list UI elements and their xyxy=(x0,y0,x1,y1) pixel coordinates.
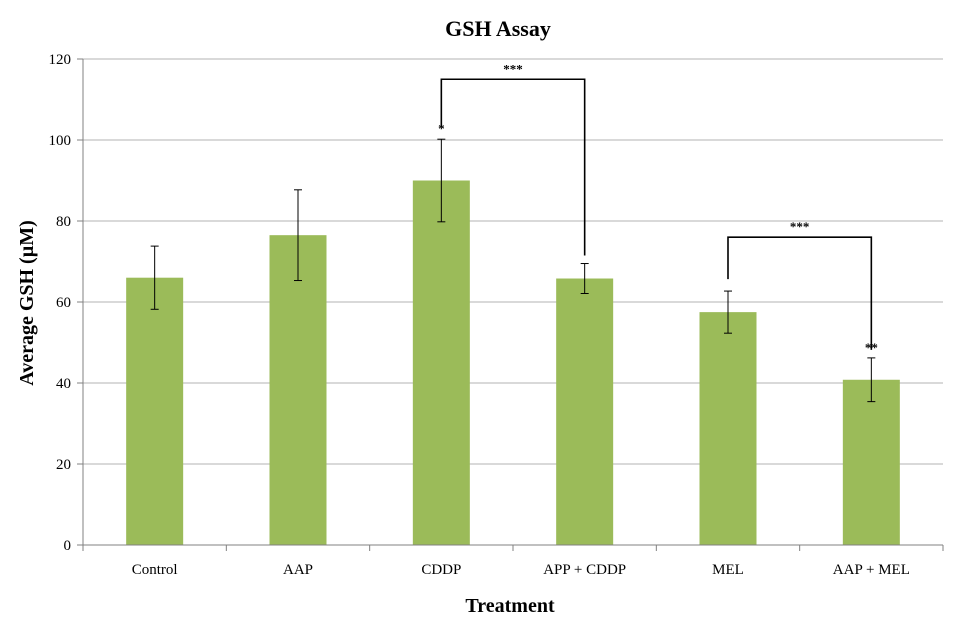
bar xyxy=(412,180,470,545)
x-tick-label: AAP + MEL xyxy=(833,562,910,578)
axes: 0 20 40 60 80 100 120 Control AAP CDDP APP + CDDP M… xyxy=(49,52,944,578)
y-tick-label: 40 xyxy=(56,376,71,392)
gridlines xyxy=(83,58,943,465)
x-tick-label: CDDP xyxy=(421,562,461,578)
bar xyxy=(126,277,184,545)
y-tick-label: 60 xyxy=(56,295,71,311)
y-tick-label: 100 xyxy=(49,133,72,149)
significance-bracket xyxy=(440,78,586,256)
x-tick-label: APP + CDDP xyxy=(543,562,626,578)
y-axis-label: Average GSH (µM) xyxy=(16,220,38,386)
x-tick-label: Control xyxy=(132,562,178,578)
error-bars xyxy=(150,138,876,403)
x-tick-label: AAP xyxy=(283,562,313,578)
y-tick-label: 20 xyxy=(56,457,71,473)
x-axis-label: Treatment xyxy=(465,595,555,617)
bar xyxy=(556,278,614,545)
y-tick-label: 120 xyxy=(49,52,72,68)
y-tick-label: 0 xyxy=(64,538,72,554)
bracket-label: *** xyxy=(790,219,810,234)
bar xyxy=(699,312,757,545)
bar xyxy=(269,235,327,546)
chart-title: GSH Assay xyxy=(445,16,551,41)
y-tick-label: 80 xyxy=(56,214,71,230)
significance-marker: * xyxy=(438,121,445,136)
significance-bracket xyxy=(727,236,873,350)
bars xyxy=(126,180,900,546)
significance-annotations: ********* xyxy=(438,61,878,355)
bracket-label: *** xyxy=(503,61,523,76)
x-tick-label: MEL xyxy=(712,562,744,578)
bar xyxy=(842,379,900,545)
